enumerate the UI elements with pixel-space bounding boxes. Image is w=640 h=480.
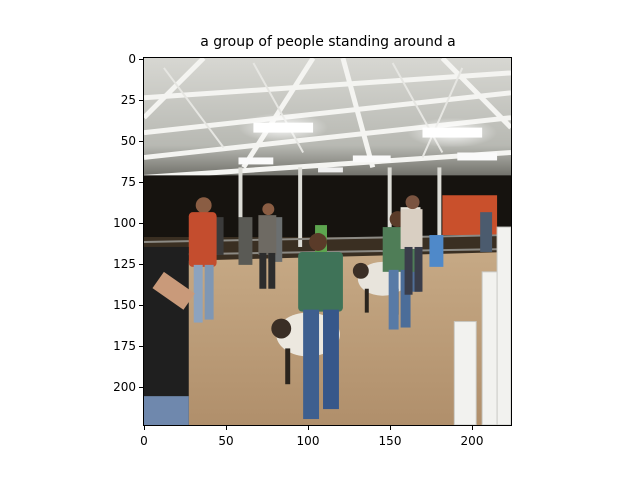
figure-title: a group of people standing around a xyxy=(200,34,456,50)
y-tick-label: 100 xyxy=(113,216,136,230)
image-axes xyxy=(143,57,512,426)
y-tick-label: 0 xyxy=(128,52,136,66)
x-tick-label: 50 xyxy=(218,434,234,448)
x-tick-mark xyxy=(390,426,391,430)
person-green-plaid-center xyxy=(298,233,343,420)
person-red-shirt xyxy=(188,197,217,323)
y-tick-mark xyxy=(139,141,143,142)
livestock-barn-photo xyxy=(144,58,511,425)
x-tick-mark xyxy=(144,426,145,430)
y-tick-label: 175 xyxy=(113,339,136,353)
x-tick-mark xyxy=(472,426,473,430)
y-tick-label: 200 xyxy=(113,380,136,394)
y-tick-mark xyxy=(139,305,143,306)
y-tick-mark xyxy=(139,59,143,60)
ceiling-lights xyxy=(238,112,498,173)
x-tick-label: 150 xyxy=(378,434,402,448)
person-left-edge xyxy=(144,246,195,425)
roof-trusses xyxy=(144,58,511,180)
y-tick-mark xyxy=(139,264,143,265)
wall-posts xyxy=(238,167,442,247)
x-tick-label: 200 xyxy=(460,434,484,448)
y-tick-mark xyxy=(139,346,143,347)
y-tick-mark xyxy=(139,223,143,224)
person-gray-shirt xyxy=(258,203,277,289)
y-tick-label: 25 xyxy=(120,93,136,107)
y-tick-label: 75 xyxy=(120,175,136,189)
x-tick-label: 100 xyxy=(296,434,320,448)
y-tick-mark xyxy=(139,100,143,101)
y-tick-mark xyxy=(139,387,143,388)
white-fence xyxy=(453,226,511,425)
x-tick-label: 0 xyxy=(140,434,148,448)
person-striped-shirt xyxy=(400,195,423,295)
y-tick-label: 150 xyxy=(113,298,136,312)
y-tick-label: 125 xyxy=(113,257,136,271)
y-tick-label: 50 xyxy=(120,134,136,148)
x-tick-mark xyxy=(226,426,227,430)
y-tick-mark xyxy=(139,182,143,183)
x-tick-mark xyxy=(308,426,309,430)
